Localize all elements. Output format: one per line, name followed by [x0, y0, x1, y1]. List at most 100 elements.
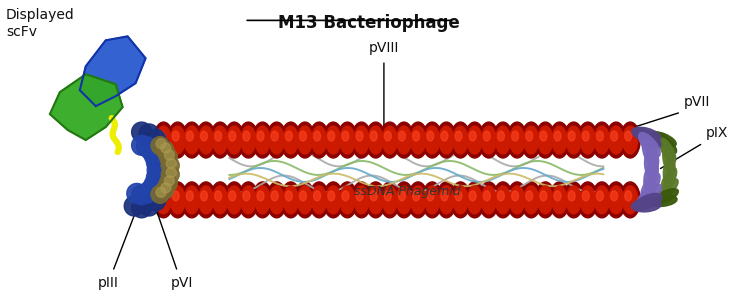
Ellipse shape	[498, 191, 504, 201]
Ellipse shape	[257, 191, 264, 201]
Ellipse shape	[241, 126, 256, 154]
Ellipse shape	[427, 131, 434, 141]
Ellipse shape	[653, 189, 679, 204]
Ellipse shape	[566, 126, 581, 154]
Ellipse shape	[136, 183, 157, 203]
Ellipse shape	[654, 133, 676, 154]
Ellipse shape	[507, 122, 527, 158]
Ellipse shape	[253, 122, 272, 158]
Ellipse shape	[436, 182, 456, 218]
Ellipse shape	[299, 191, 307, 201]
Ellipse shape	[370, 191, 377, 201]
Ellipse shape	[583, 131, 589, 141]
Ellipse shape	[523, 186, 539, 214]
Ellipse shape	[161, 157, 179, 174]
Ellipse shape	[297, 126, 313, 154]
Ellipse shape	[285, 131, 292, 141]
Ellipse shape	[592, 182, 612, 218]
Ellipse shape	[184, 186, 199, 214]
Ellipse shape	[450, 122, 471, 158]
Ellipse shape	[439, 186, 454, 214]
Ellipse shape	[455, 191, 462, 201]
Ellipse shape	[156, 160, 176, 180]
Ellipse shape	[147, 160, 167, 180]
Ellipse shape	[540, 191, 547, 201]
Ellipse shape	[356, 131, 363, 141]
Ellipse shape	[196, 182, 216, 218]
Ellipse shape	[151, 182, 171, 202]
Ellipse shape	[382, 126, 397, 154]
Ellipse shape	[328, 131, 335, 141]
Ellipse shape	[139, 196, 159, 216]
Ellipse shape	[271, 131, 278, 141]
Ellipse shape	[266, 122, 287, 158]
Text: Displayed
scFv: Displayed scFv	[6, 8, 75, 39]
Ellipse shape	[608, 186, 624, 214]
Ellipse shape	[526, 191, 533, 201]
Ellipse shape	[479, 122, 498, 158]
Ellipse shape	[144, 146, 164, 165]
Ellipse shape	[509, 126, 525, 154]
Ellipse shape	[354, 186, 369, 214]
Ellipse shape	[201, 191, 207, 201]
Ellipse shape	[340, 186, 355, 214]
Ellipse shape	[639, 133, 660, 157]
Text: ssDNA Phagemid: ssDNA Phagemid	[354, 185, 460, 198]
Ellipse shape	[154, 148, 174, 168]
Ellipse shape	[552, 186, 567, 214]
Ellipse shape	[182, 122, 202, 158]
Ellipse shape	[436, 122, 456, 158]
Text: pVII: pVII	[684, 95, 711, 109]
Text: M13 Bacteriophage: M13 Bacteriophage	[278, 14, 460, 33]
Ellipse shape	[299, 131, 307, 141]
Ellipse shape	[312, 126, 326, 154]
Ellipse shape	[154, 172, 174, 192]
Ellipse shape	[645, 150, 657, 179]
Ellipse shape	[413, 131, 419, 141]
Ellipse shape	[634, 193, 662, 210]
Ellipse shape	[210, 182, 230, 218]
Ellipse shape	[309, 182, 329, 218]
Polygon shape	[80, 36, 146, 106]
Ellipse shape	[351, 182, 372, 218]
Ellipse shape	[526, 131, 533, 141]
Text: pIII: pIII	[97, 276, 118, 290]
Ellipse shape	[269, 126, 284, 154]
Ellipse shape	[554, 191, 561, 201]
Ellipse shape	[141, 140, 161, 160]
Ellipse shape	[635, 128, 661, 148]
Ellipse shape	[166, 158, 176, 169]
Ellipse shape	[283, 126, 299, 154]
Ellipse shape	[394, 182, 414, 218]
Ellipse shape	[124, 196, 144, 216]
Ellipse shape	[151, 137, 169, 154]
Ellipse shape	[340, 126, 355, 154]
Ellipse shape	[479, 182, 498, 218]
Ellipse shape	[659, 138, 676, 163]
Ellipse shape	[370, 131, 377, 141]
Ellipse shape	[583, 191, 589, 201]
Ellipse shape	[146, 152, 166, 172]
Ellipse shape	[550, 122, 569, 158]
Ellipse shape	[198, 186, 214, 214]
Ellipse shape	[146, 191, 165, 211]
Ellipse shape	[632, 127, 661, 142]
Ellipse shape	[578, 182, 598, 218]
Ellipse shape	[496, 186, 510, 214]
Ellipse shape	[141, 180, 161, 200]
Ellipse shape	[620, 122, 640, 158]
Ellipse shape	[413, 191, 419, 201]
Ellipse shape	[187, 131, 193, 141]
Ellipse shape	[239, 122, 258, 158]
Ellipse shape	[650, 132, 676, 146]
Ellipse shape	[269, 186, 284, 214]
Ellipse shape	[165, 176, 174, 186]
Text: pVIII: pVIII	[369, 41, 399, 55]
Ellipse shape	[641, 173, 660, 199]
Ellipse shape	[295, 182, 315, 218]
Ellipse shape	[152, 136, 641, 204]
Ellipse shape	[313, 131, 321, 141]
Ellipse shape	[580, 186, 595, 214]
Ellipse shape	[326, 126, 340, 154]
Ellipse shape	[356, 191, 363, 201]
